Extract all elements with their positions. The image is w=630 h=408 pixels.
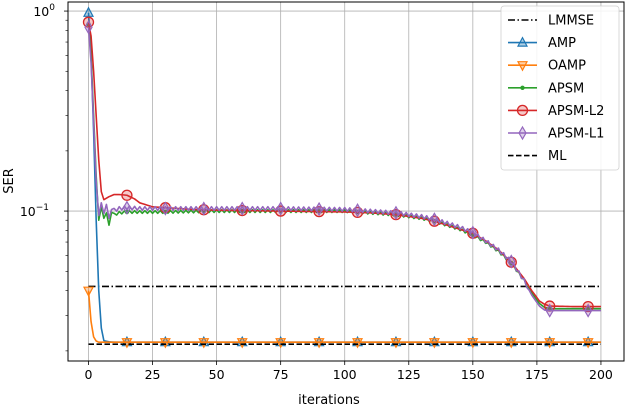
legend-label: LMMSE xyxy=(548,14,594,29)
series-line xyxy=(87,27,601,312)
legend-label: OAMP xyxy=(548,59,586,74)
triangle-down-marker xyxy=(544,338,556,349)
triangle-down-marker xyxy=(467,338,479,349)
triangle-down-marker xyxy=(428,338,440,349)
legend-label: APSM-L1 xyxy=(548,127,604,142)
series-oamp xyxy=(83,286,601,349)
diamond-marker xyxy=(391,205,401,221)
x-tick-label: 25 xyxy=(145,367,161,382)
legend-label: AMP xyxy=(548,36,576,51)
legend-box xyxy=(500,5,620,171)
diamond-marker xyxy=(199,201,208,216)
triangle-down-marker xyxy=(83,286,94,297)
diamond-marker xyxy=(545,303,554,318)
triangle-down-marker xyxy=(505,338,517,349)
x-axis-label: iterations xyxy=(298,393,360,408)
y-axis-label: SER xyxy=(2,168,17,194)
triangle-down-marker xyxy=(275,338,287,349)
diamond-marker xyxy=(353,203,362,218)
diamond-marker xyxy=(161,201,170,216)
triangle-down-marker xyxy=(390,338,402,349)
y-tick-label: 10−1 xyxy=(20,203,49,219)
legend-item-lmmse: LMMSE xyxy=(508,14,594,29)
diamond-marker xyxy=(507,254,516,269)
triangle-down-marker xyxy=(236,338,248,349)
triangle-down-marker xyxy=(517,61,528,72)
triangle-up-marker xyxy=(83,6,94,17)
x-tick-label: 125 xyxy=(397,367,421,382)
triangle-down-marker xyxy=(582,338,594,349)
series-line xyxy=(87,290,601,343)
circle-marker xyxy=(121,189,133,201)
legend: LMMSE AMP OAMP APSM APSM-L2 APSM-L1 ML xyxy=(500,5,620,171)
legend-item-amp: AMP xyxy=(508,36,576,51)
diamond-marker xyxy=(430,212,439,227)
axes-frame xyxy=(67,1,625,362)
triangle-down-marker xyxy=(352,338,364,349)
y-tick-label: 100 xyxy=(33,3,55,19)
diamond-marker xyxy=(238,201,247,216)
diamond-marker xyxy=(122,200,132,215)
plot-area xyxy=(82,6,601,349)
diamond-marker xyxy=(518,125,527,141)
x-tick-label: 150 xyxy=(461,367,485,382)
x-tick-label: 75 xyxy=(273,367,289,382)
legend-item-apsm: APSM xyxy=(508,81,584,96)
x-tick-label: 100 xyxy=(333,367,357,382)
circle-marker xyxy=(516,104,529,117)
x-tick-label: 0 xyxy=(85,367,93,382)
diamond-marker xyxy=(314,201,324,217)
x-axis-ticks: 0 25 50 75 100 125 150 175 200 xyxy=(85,361,613,382)
triangle-down-marker xyxy=(198,338,210,349)
triangle-down-marker xyxy=(159,338,171,349)
diamond-marker xyxy=(276,201,285,216)
triangle-down-marker xyxy=(313,338,325,349)
triangle-up-marker xyxy=(517,36,528,47)
legend-label: ML xyxy=(548,149,567,164)
triangle-down-marker xyxy=(121,338,133,349)
diamond-marker xyxy=(583,303,593,318)
x-tick-label: 50 xyxy=(209,367,225,382)
legend-label: APSM xyxy=(548,81,584,96)
legend-item-apsm-l1: APSM-L1 xyxy=(508,125,604,142)
x-tick-label: 175 xyxy=(525,367,549,382)
diamond-marker xyxy=(468,225,478,240)
legend-item-ml: ML xyxy=(508,149,567,164)
x-tick-label: 200 xyxy=(589,367,613,382)
legend-label: APSM-L2 xyxy=(548,104,604,119)
y-axis-ticks: 100 10−1 xyxy=(20,3,68,352)
series-apsm-l1 xyxy=(84,20,601,318)
dot-marker xyxy=(520,85,525,91)
legend-item-oamp: OAMP xyxy=(508,59,586,74)
legend-item-apsm-l2: APSM-L2 xyxy=(508,104,604,119)
diamond-marker xyxy=(84,20,93,35)
